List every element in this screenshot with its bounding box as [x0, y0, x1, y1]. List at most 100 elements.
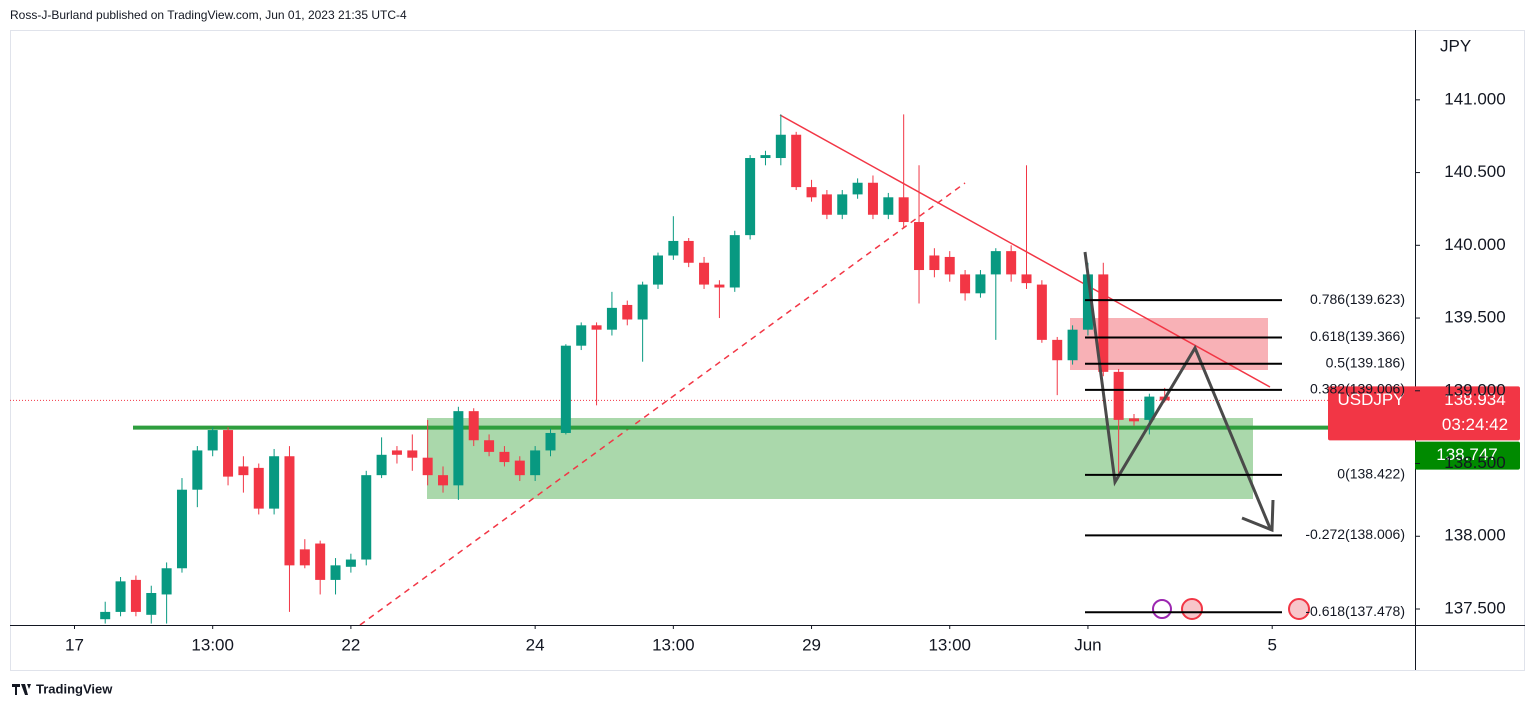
candle-body — [576, 325, 587, 346]
fib-label: 0.382(139.006) — [1310, 381, 1405, 397]
candle-body — [898, 197, 909, 223]
candle-body — [468, 411, 479, 441]
candle-body — [361, 475, 372, 560]
candle-body — [914, 222, 925, 271]
candle-body — [376, 454, 387, 476]
candle-body — [545, 432, 556, 451]
candle-body — [1082, 274, 1093, 330]
projection-arrow — [1083, 251, 1272, 529]
candle-body — [775, 134, 786, 159]
x-tick-label: 22 — [341, 635, 360, 654]
candle-body — [591, 325, 602, 330]
frame — [10, 30, 1525, 671]
candle-body — [161, 568, 172, 595]
candle-body — [407, 450, 418, 458]
candle-body — [883, 197, 894, 215]
y-tick-label: 140.000 — [1444, 235, 1505, 254]
symbol-label: USDJPY — [1337, 390, 1404, 409]
candle-body — [929, 255, 940, 271]
fib-label: -0.618(137.478) — [1305, 603, 1405, 619]
candle-body — [284, 456, 295, 566]
publisher: Ross-J-Burland published on TradingView.… — [10, 8, 407, 22]
fib-label: 0(138.422) — [1337, 466, 1405, 482]
candle-body — [1021, 274, 1032, 284]
candle-body — [330, 565, 341, 580]
currency: JPY — [1440, 36, 1471, 55]
candle-body — [652, 255, 663, 285]
candle-body — [990, 251, 1001, 275]
y-tick-label: 139.000 — [1444, 380, 1505, 399]
candle-body — [668, 240, 679, 256]
brand: TradingView — [36, 681, 113, 696]
fib-label: 0.618(139.366) — [1310, 328, 1405, 344]
candle-body — [146, 592, 157, 615]
last-price-box — [1328, 386, 1520, 441]
candle-body — [1098, 274, 1109, 372]
candle-body — [699, 262, 710, 285]
candle-body — [760, 155, 771, 159]
candle-body — [821, 194, 832, 215]
candle-body — [606, 307, 617, 330]
flag-icon[interactable] — [1181, 598, 1203, 620]
candle-body — [1129, 418, 1139, 422]
y-tick-label: 138.500 — [1444, 453, 1505, 472]
y-tick-label: 137.500 — [1444, 598, 1505, 617]
overlay: 0.786(139.623) 0.618(139.366) 0.5(139.186)… — [1083, 251, 1405, 620]
candle-body — [622, 304, 633, 320]
candle-body — [115, 581, 126, 612]
y-tick-label: 139.500 — [1444, 308, 1505, 327]
x-tick-label: 13:00 — [652, 635, 695, 654]
y-tick-label: 140.500 — [1444, 162, 1505, 181]
candle-body — [192, 450, 203, 490]
fib-label: 0.786(139.623) — [1310, 291, 1405, 307]
candle-body — [238, 466, 249, 476]
candle-body — [484, 440, 495, 452]
candle-body — [207, 430, 218, 451]
candle-body — [391, 450, 402, 455]
candle-body — [637, 284, 648, 320]
candle-body — [299, 549, 310, 566]
candle-body — [960, 274, 971, 294]
x-tick-label: 13:00 — [191, 635, 234, 654]
candles — [100, 114, 1170, 624]
candle-body — [1036, 284, 1047, 340]
candle-body — [453, 411, 464, 486]
flag-icon[interactable] — [1288, 598, 1310, 620]
candle-body — [422, 457, 433, 476]
candle-body — [837, 194, 848, 215]
fib-label: 0.5(139.186) — [1326, 354, 1405, 370]
candle-body — [560, 345, 571, 433]
x-tick-label: 24 — [526, 635, 545, 654]
support-label: 138.747 — [1436, 445, 1497, 464]
support-box — [1415, 441, 1520, 470]
x-tick-label: Jun — [1074, 635, 1101, 654]
candle-body — [745, 158, 756, 236]
y-tick-label: 141.000 — [1444, 89, 1505, 108]
candle-body — [1052, 339, 1063, 361]
candle-body — [944, 256, 955, 275]
trend-line-dashed — [359, 182, 966, 625]
candle-body — [714, 284, 725, 288]
candle-body — [867, 182, 878, 215]
x-tick-label: 29 — [802, 635, 821, 654]
last-price-label: 138.934 — [1444, 390, 1505, 409]
candle-body — [130, 579, 141, 612]
candle-body — [806, 187, 817, 198]
candle-body — [514, 460, 525, 476]
candle-body — [499, 451, 510, 463]
y-tick-label: 138.000 — [1444, 526, 1505, 545]
tv-logo — [12, 684, 31, 695]
candle-body — [438, 475, 449, 486]
candle-body — [791, 134, 802, 188]
candle-body — [1144, 396, 1155, 420]
price-labels: USDJPY 138.934 03:24:42 138.747 — [1328, 386, 1520, 470]
candle-body — [852, 182, 863, 195]
candle-body — [729, 235, 740, 288]
event-icon[interactable] — [1152, 599, 1172, 619]
candle-body — [176, 489, 187, 569]
candle-body — [975, 274, 986, 294]
candle-body — [345, 559, 356, 567]
countdown: 03:24:42 — [1442, 415, 1508, 434]
candle-body — [223, 430, 234, 477]
